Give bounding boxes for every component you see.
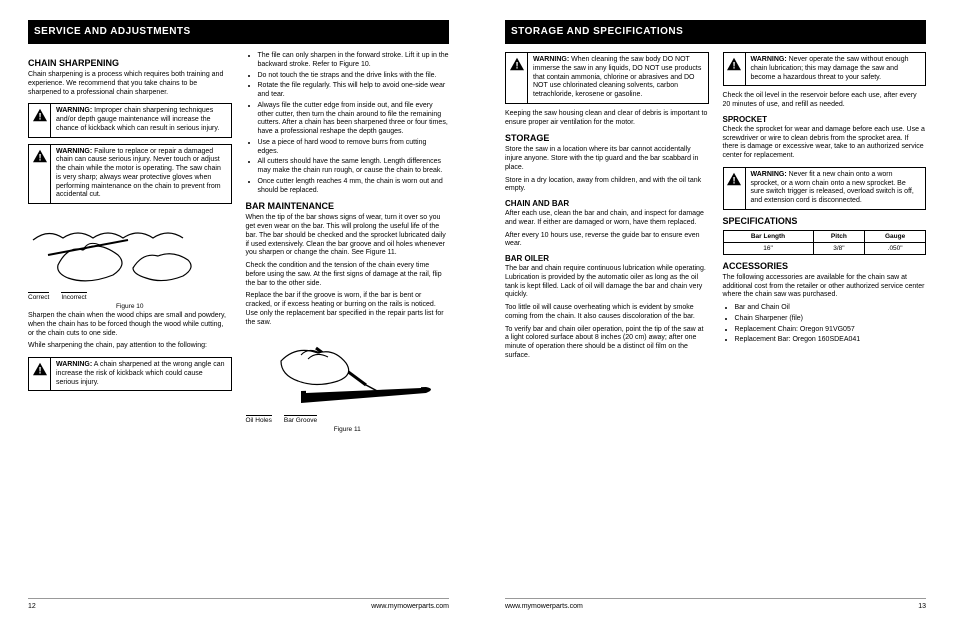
warning-box-3: ! WARNING: A chain sharpened at the wron… xyxy=(28,357,232,391)
warning-box-6: ! WARNING: Never fit a new chain onto a … xyxy=(723,167,927,210)
footer-url: www.mymowerparts.com xyxy=(371,603,449,610)
spec-td: 3/8" xyxy=(813,242,865,254)
heading-specifications: SPECIFICATIONS xyxy=(723,216,927,226)
para: While sharpening the chain, pay attentio… xyxy=(28,342,232,351)
page-number: 13 xyxy=(918,603,926,610)
warning-text: WARNING: A chain sharpened at the wrong … xyxy=(51,358,231,390)
para: Sharpen the chain when the wood chips ar… xyxy=(28,312,232,338)
svg-text:!: ! xyxy=(732,61,735,71)
fig11-label-oilholes: Oil Holes xyxy=(246,415,272,424)
para: Chain sharpening is a process which requ… xyxy=(28,71,232,97)
right-col2: ! WARNING: Never operate the saw without… xyxy=(723,52,927,598)
para: To verify bar and chain oiler operation,… xyxy=(505,326,709,361)
warning-icon: ! xyxy=(29,358,51,390)
warning-icon: ! xyxy=(29,145,51,204)
figure-11: Oil Holes Bar Groove Figure 11 xyxy=(246,333,450,433)
para: Replace the bar if the groove is worn, i… xyxy=(246,292,450,327)
para: Store in a dry location, away from child… xyxy=(505,177,709,195)
list-item: Bar and Chain Oil xyxy=(735,304,927,313)
warning-text: WARNING: Never fit a new chain onto a wo… xyxy=(746,168,926,209)
fig10-label-incorrect: Incorrect xyxy=(61,292,86,301)
footer-left: 12 www.mymowerparts.com xyxy=(28,598,449,610)
spec-table: Bar Length Pitch Gauge 16" 3/8" .050" xyxy=(723,230,927,255)
page-spread: SERVICE AND ADJUSTMENTS CHAIN SHARPENING… xyxy=(0,0,954,618)
list-item: Replacement Chain: Oregon 91VG057 xyxy=(735,326,927,335)
fig11-caption: Figure 11 xyxy=(246,426,450,433)
warning-box-4: ! WARNING: When cleaning the saw body DO… xyxy=(505,52,709,104)
footer-url: www.mymowerparts.com xyxy=(505,603,583,610)
warning-icon: ! xyxy=(29,104,51,136)
para: After every 10 hours use, reverse the gu… xyxy=(505,232,709,250)
warning-text: WARNING: When cleaning the saw body DO N… xyxy=(528,53,708,103)
list-item: Use a piece of hard wood to remove burrs… xyxy=(258,139,450,157)
para: Check the condition and the tension of t… xyxy=(246,262,450,288)
list-item: Do not touch the tie straps and the driv… xyxy=(258,72,450,81)
section-bar-left: SERVICE AND ADJUSTMENTS xyxy=(28,20,449,44)
list-item: Always file the cutter edge from inside … xyxy=(258,102,450,137)
heading-bar-maintenance: BAR MAINTENANCE xyxy=(246,201,450,211)
warning-icon: ! xyxy=(724,168,746,209)
warning-icon: ! xyxy=(724,53,746,85)
warning-box-5: ! WARNING: Never operate the saw without… xyxy=(723,52,927,86)
section-bar-right: STORAGE AND SPECIFICATIONS xyxy=(505,20,926,44)
list-item: Rotate the file regularly. This will hel… xyxy=(258,82,450,100)
warning-text: WARNING: Never operate the saw without e… xyxy=(746,53,926,85)
spec-th: Bar Length xyxy=(723,230,813,242)
fig10-label-correct: Correct xyxy=(28,292,49,301)
warning-text: WARNING: Improper chain sharpening techn… xyxy=(51,104,231,136)
svg-text:!: ! xyxy=(38,152,41,162)
para: The following accessories are available … xyxy=(723,274,927,300)
heading-sprocket: SPROCKET xyxy=(723,115,927,124)
heading-chain-sharpening: CHAIN SHARPENING xyxy=(28,58,232,68)
para: When the tip of the bar shows signs of w… xyxy=(246,214,450,258)
right-col1: ! WARNING: When cleaning the saw body DO… xyxy=(505,52,709,598)
fig11-label-groove: Bar Groove xyxy=(284,415,317,424)
list-item: Replacement Bar: Oregon 160SDEA041 xyxy=(735,336,927,345)
spec-td: 16" xyxy=(723,242,813,254)
fig10-caption: Figure 10 xyxy=(28,303,232,310)
left-col1: CHAIN SHARPENING Chain sharpening is a p… xyxy=(28,52,232,598)
para: Check the oil level in the reservoir bef… xyxy=(723,92,927,110)
heading-accessories: ACCESSORIES xyxy=(723,261,927,271)
heading-chainbar: CHAIN AND BAR xyxy=(505,199,709,208)
list-item: Chain Sharpener (file) xyxy=(735,315,927,324)
spec-td: .050" xyxy=(865,242,926,254)
para: Keeping the saw housing clean and clear … xyxy=(505,110,709,128)
para: After each use, clean the bar and chain,… xyxy=(505,210,709,228)
para: Too little oil will cause overheating wh… xyxy=(505,304,709,322)
para: The bar and chain require continuous lub… xyxy=(505,265,709,300)
page-right: STORAGE AND SPECIFICATIONS ! WARNING: Wh… xyxy=(477,0,954,618)
warning-icon: ! xyxy=(506,53,528,103)
spec-th: Pitch xyxy=(813,230,865,242)
heading-oiler: BAR OILER xyxy=(505,254,709,263)
svg-text:!: ! xyxy=(38,366,41,376)
svg-text:!: ! xyxy=(38,112,41,122)
para: Check the sprocket for wear and damage b… xyxy=(723,126,927,161)
list-item: The file can only sharpen in the forward… xyxy=(258,52,450,70)
list-item: Once cutter length reaches 4 mm, the cha… xyxy=(258,178,450,196)
warning-box-1: ! WARNING: Improper chain sharpening tec… xyxy=(28,103,232,137)
page-left: SERVICE AND ADJUSTMENTS CHAIN SHARPENING… xyxy=(0,0,477,618)
warning-text: WARNING: Failure to replace or repair a … xyxy=(51,145,231,204)
svg-text:!: ! xyxy=(515,61,518,71)
list-item: All cutters should have the same length.… xyxy=(258,158,450,176)
spec-th: Gauge xyxy=(865,230,926,242)
para: Store the saw in a location where its ba… xyxy=(505,146,709,172)
left-col2: The file can only sharpen in the forward… xyxy=(246,52,450,598)
warning-box-2: ! WARNING: Failure to replace or repair … xyxy=(28,144,232,205)
page-number: 12 xyxy=(28,603,36,610)
svg-text:!: ! xyxy=(732,175,735,185)
figure-10: Correct Incorrect Figure 10 xyxy=(28,210,232,310)
footer-right: www.mymowerparts.com 13 xyxy=(505,598,926,610)
heading-storage: STORAGE xyxy=(505,133,709,143)
